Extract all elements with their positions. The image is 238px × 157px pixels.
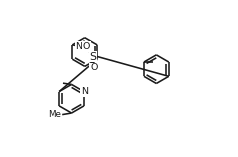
Text: Me: Me (49, 110, 61, 119)
Text: N: N (81, 87, 88, 96)
Text: S: S (89, 51, 97, 62)
Text: O: O (90, 63, 98, 72)
Text: O: O (82, 42, 90, 51)
Text: NH: NH (75, 42, 89, 51)
